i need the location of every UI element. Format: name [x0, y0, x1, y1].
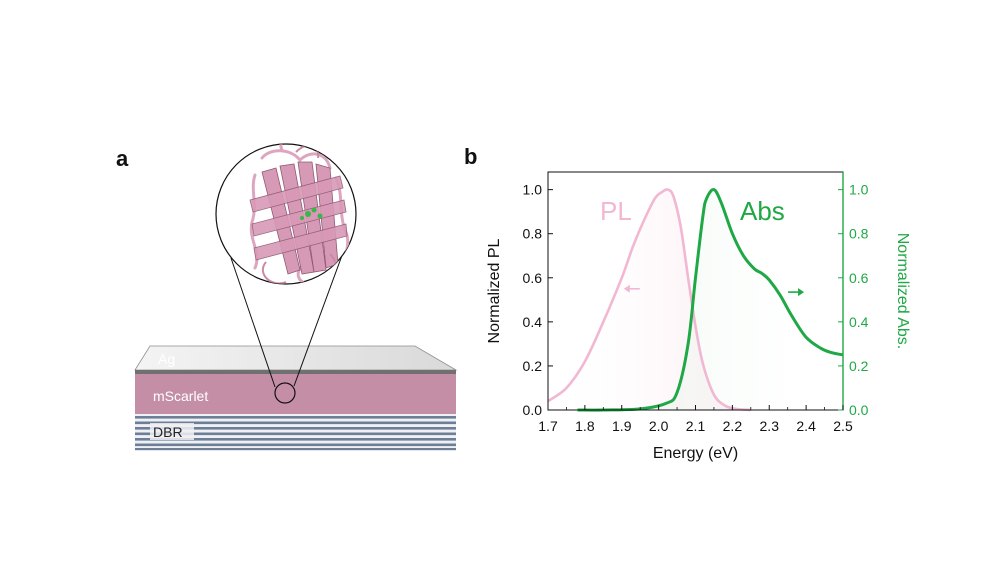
series-line-abs: [577, 188, 844, 412]
left-y-tick-label: 0.0: [523, 402, 543, 418]
x-tick-label: 1.9: [612, 418, 632, 434]
right-y-tick-label: 0.6: [849, 270, 869, 286]
series-fill-abs: [577, 189, 843, 411]
ag-layer-label: Ag: [158, 351, 175, 367]
x-tick-label: 2.3: [760, 418, 780, 434]
x-axis: 1.7 1.8 1.9 2.0 2.1 2.2 2.3 2.4 2.5: [538, 405, 853, 434]
magnifier-line-right: [293, 249, 345, 387]
pl-annotation: PL: [600, 196, 632, 226]
arrowhead-pl: [623, 284, 630, 293]
x-tick-label: 2.5: [833, 418, 853, 434]
left-y-tick-label: 0.6: [523, 270, 543, 286]
left-y-tick-label: 1.0: [523, 182, 543, 198]
right-y-tick-label: 0.4: [849, 314, 869, 330]
mscarlet-layer-label: mScarlet: [153, 388, 208, 404]
left-y-tick-label: 0.2: [523, 358, 543, 374]
x-axis-label: Energy (eV): [653, 445, 738, 462]
left-y-tick-label: 0.4: [523, 314, 543, 330]
x-tick-label: 2.2: [723, 418, 743, 434]
chart-annotations: PL Abs: [600, 196, 805, 297]
x-tick-label: 2.4: [796, 418, 816, 434]
magnifier-line-left: [230, 257, 276, 388]
right-y-tick-label: 0.2: [849, 358, 869, 374]
pl-abs-chart: 0.0 0.2 0.4 0.6 0.8 1.0 0.0 0.2 0.4 0.6 0.8 1.0 1.…: [523, 171, 869, 434]
x-tick-label: 1.8: [575, 418, 595, 434]
left-axis: 0.0 0.2 0.4 0.6 0.8 1.0: [523, 182, 553, 418]
arrowhead-abs: [798, 288, 805, 297]
right-y-tick-label: 0.0: [849, 402, 869, 418]
series-line-pl: [547, 188, 751, 412]
x-tick-label: 2.0: [649, 418, 669, 434]
chart-fills: [548, 189, 843, 411]
x-tick-label: 2.1: [686, 418, 706, 434]
panel-b-label: b: [464, 144, 477, 169]
layer-stack: Ag mScarlet DBR: [134, 345, 458, 451]
chart-series: [547, 188, 844, 412]
left-y-tick-label: 0.8: [523, 226, 543, 242]
left-y-axis-label: Normalized PL: [486, 238, 503, 343]
right-y-tick-label: 0.8: [849, 226, 869, 242]
right-axis: 0.0 0.2 0.4 0.6 0.8 1.0: [838, 172, 869, 418]
right-y-axis-label: Normalized Abs.: [894, 233, 911, 350]
ag-layer-edge: [135, 370, 456, 374]
right-y-tick-label: 1.0: [849, 182, 869, 198]
magnifier-spot: [274, 382, 296, 404]
abs-annotation: Abs: [740, 196, 785, 226]
dbr-layer-label: DBR: [153, 424, 183, 440]
panel-a-label: a: [116, 146, 129, 171]
x-tick-label: 1.7: [538, 418, 558, 434]
